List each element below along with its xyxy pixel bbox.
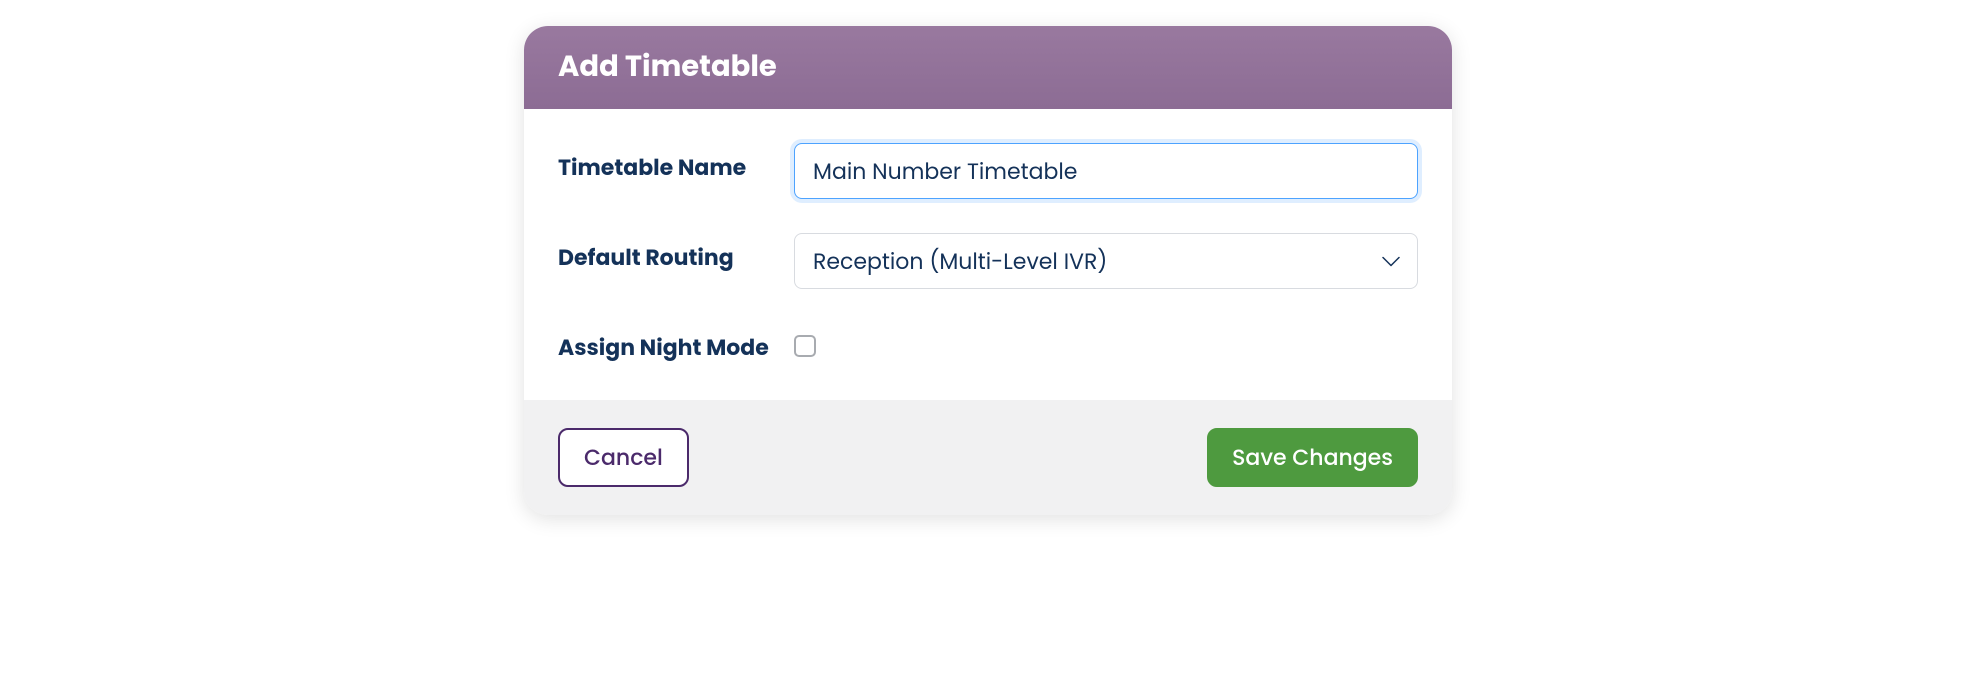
modal-footer: Cancel Save Changes <box>524 400 1452 515</box>
label-assign-night-mode: Assign Night Mode <box>558 323 794 364</box>
control-wrap-timetable-name <box>794 143 1418 199</box>
save-changes-button[interactable]: Save Changes <box>1207 428 1418 487</box>
row-default-routing: Default Routing Reception (Multi-Level I… <box>558 233 1418 289</box>
modal-title: Add Timetable <box>558 46 1418 89</box>
modal-header: Add Timetable <box>524 26 1452 109</box>
control-wrap-default-routing: Reception (Multi-Level IVR) <box>794 233 1418 289</box>
label-timetable-name: Timetable Name <box>558 143 794 184</box>
row-timetable-name: Timetable Name <box>558 143 1418 199</box>
timetable-name-input[interactable] <box>794 143 1418 199</box>
select-wrap-default-routing: Reception (Multi-Level IVR) <box>794 233 1418 289</box>
control-wrap-assign-night-mode <box>794 323 1418 364</box>
add-timetable-modal: Add Timetable Timetable Name Default Rou… <box>524 26 1452 515</box>
cancel-button[interactable]: Cancel <box>558 428 689 487</box>
row-assign-night-mode: Assign Night Mode <box>558 323 1418 364</box>
assign-night-mode-checkbox[interactable] <box>794 335 816 357</box>
label-default-routing: Default Routing <box>558 233 794 274</box>
default-routing-select[interactable]: Reception (Multi-Level IVR) <box>794 233 1418 289</box>
modal-body: Timetable Name Default Routing Reception… <box>524 109 1452 400</box>
